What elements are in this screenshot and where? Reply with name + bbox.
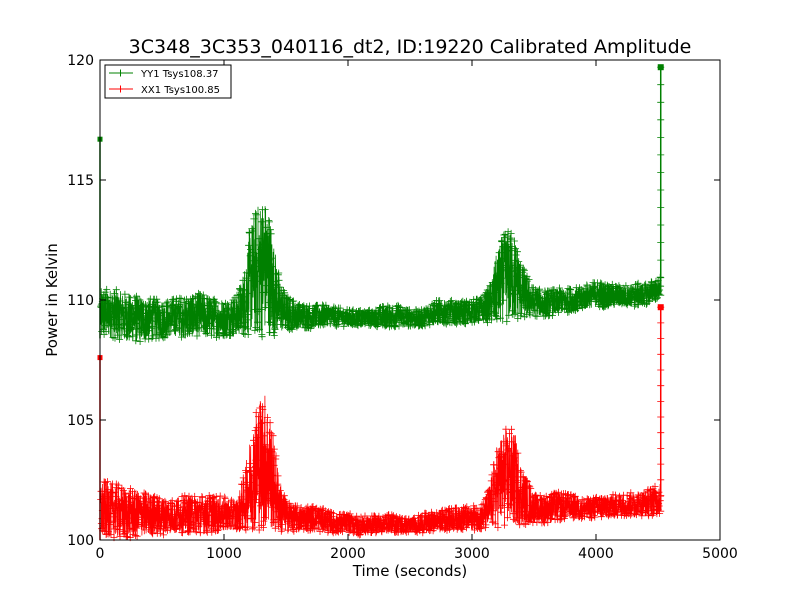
- y-tick-label: 120: [67, 53, 94, 69]
- x-tick-label: 4000: [578, 546, 614, 562]
- x-axis-label: Time (seconds): [352, 562, 468, 580]
- series-1-end-ticks: [657, 306, 665, 512]
- series-0-end-ticks: [657, 66, 665, 296]
- x-tick-label: 0: [96, 546, 105, 562]
- chart-title: 3C348_3C353_040116_dt2, ID:19220 Calibra…: [129, 36, 692, 58]
- legend-item-0: YY1 Tsys108.37: [109, 69, 219, 80]
- x-tick-label: 1000: [206, 546, 242, 562]
- legend-swatch-marker: [117, 69, 124, 77]
- plot-area: 0 1000 2000 3000 4000 5000 100 105 110 115 120: [67, 53, 738, 562]
- x-tick-label: 5000: [702, 546, 738, 562]
- y-tick-label: 115: [67, 173, 94, 189]
- y-axis-label: Power in Kelvin: [43, 243, 61, 357]
- legend-swatch-marker: [117, 85, 124, 93]
- y-tick-label: 110: [67, 293, 94, 309]
- x-tick-label: 2000: [330, 546, 366, 562]
- legend-item-1: XX1 Tsys100.85: [109, 85, 220, 96]
- legend-label: XX1 Tsys100.85: [141, 85, 220, 96]
- series-0-markers: [97, 206, 665, 345]
- y-tick-label: 100: [67, 533, 94, 549]
- legend-items: YY1 Tsys108.37 XX1 Tsys100.85: [109, 69, 220, 96]
- legend-box: [104, 64, 232, 99]
- legend: YY1 Tsys108.37 XX1 Tsys100.85: [104, 64, 232, 99]
- legend-label: YY1 Tsys108.37: [140, 69, 219, 80]
- series-1-markers: [97, 403, 665, 542]
- ticks-layer: 0 1000 2000 3000 4000 5000 100 105 110 115 120: [67, 53, 738, 562]
- x-tick-label: 3000: [454, 546, 490, 562]
- y-tick-label: 105: [67, 413, 94, 429]
